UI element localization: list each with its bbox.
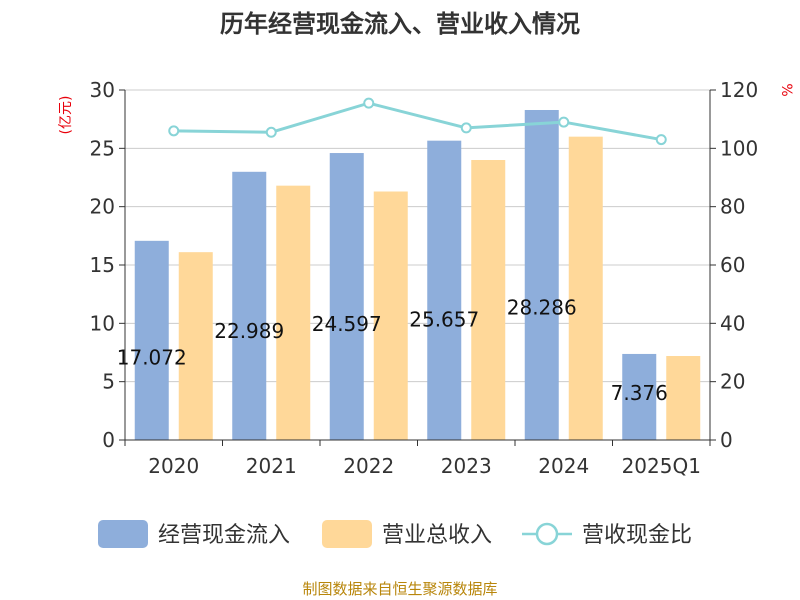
bar [373, 191, 408, 440]
legend-swatch [98, 520, 148, 548]
y-left-tick-label: 30 [90, 78, 115, 102]
y-left-tick-label: 0 [102, 428, 115, 452]
legend-label: 营收现金比 [582, 523, 692, 548]
y-right-tick-label: 40 [720, 311, 745, 335]
legend-label: 营业总收入 [382, 523, 492, 548]
bar [134, 240, 169, 440]
bar [622, 353, 657, 440]
bar [471, 160, 506, 440]
data-label: 25.657 [409, 307, 479, 331]
data-label: 7.376 [611, 381, 668, 405]
bar [329, 153, 364, 440]
bar [232, 171, 267, 441]
bar [568, 136, 603, 440]
bars [134, 109, 701, 441]
ratio-point [168, 125, 180, 137]
y-left-tick-label: 20 [90, 195, 115, 219]
ratio-point [558, 116, 570, 128]
data-label: 17.072 [117, 345, 187, 369]
x-tick-label: 2023 [441, 454, 492, 478]
x-tick-label: 2025Q1 [622, 454, 701, 478]
y-left-unit-label: (亿元) [58, 96, 74, 135]
ratio-point [655, 134, 667, 146]
legend-marker [535, 522, 559, 546]
grid-lines [125, 89, 710, 441]
ratio-point [363, 97, 375, 109]
legend[interactable]: 经营现金流入 营业总收入 营收现金比 [98, 520, 692, 548]
ratio-point [460, 122, 472, 134]
legend-label: 经营现金流入 [158, 523, 290, 548]
y-right-unit-label: % [778, 83, 794, 96]
legend-item[interactable]: 经营现金流入 [98, 520, 290, 548]
legend-item[interactable]: 营收现金比 [522, 522, 692, 548]
data-label: 28.286 [507, 296, 577, 320]
y-left-tick-label: 15 [90, 253, 115, 277]
x-tick-label: 2022 [343, 454, 394, 478]
line-series [168, 97, 667, 146]
axes: 0 0 5 20 10 40 15 60 20 80 25 100 30 120 2020 2021 2022 2… [90, 78, 759, 478]
bar [178, 252, 213, 440]
ratio-line [173, 101, 662, 142]
data-label: 22.989 [214, 319, 284, 343]
legend-item[interactable]: 营业总收入 [322, 520, 492, 548]
x-tick-label: 2021 [246, 454, 297, 478]
y-left-tick-label: 25 [90, 136, 115, 160]
y-right-tick-label: 20 [720, 370, 745, 394]
x-tick-label: 2020 [148, 454, 199, 478]
legend-swatch [322, 520, 372, 548]
y-right-tick-label: 0 [720, 428, 733, 452]
chart-title: 历年经营现金流入、营业收入情况 [220, 10, 580, 38]
data-label: 24.597 [312, 312, 382, 336]
x-tick-label: 2024 [538, 454, 589, 478]
source-note: 制图数据来自恒生聚源数据库 [302, 580, 497, 598]
bar [276, 185, 311, 440]
y-left-tick-label: 10 [90, 311, 115, 335]
bar [524, 109, 559, 440]
y-left-tick-label: 5 [102, 370, 115, 394]
y-right-tick-label: 100 [720, 136, 758, 160]
data-labels: 17.072 22.989 24.597 25.657 28.286 7.376 [117, 296, 668, 405]
y-right-tick-label: 60 [720, 253, 745, 277]
ratio-point [265, 126, 277, 138]
bar [666, 356, 701, 440]
y-right-tick-label: 80 [720, 195, 745, 219]
bar [427, 140, 462, 440]
y-right-tick-label: 120 [720, 78, 758, 102]
